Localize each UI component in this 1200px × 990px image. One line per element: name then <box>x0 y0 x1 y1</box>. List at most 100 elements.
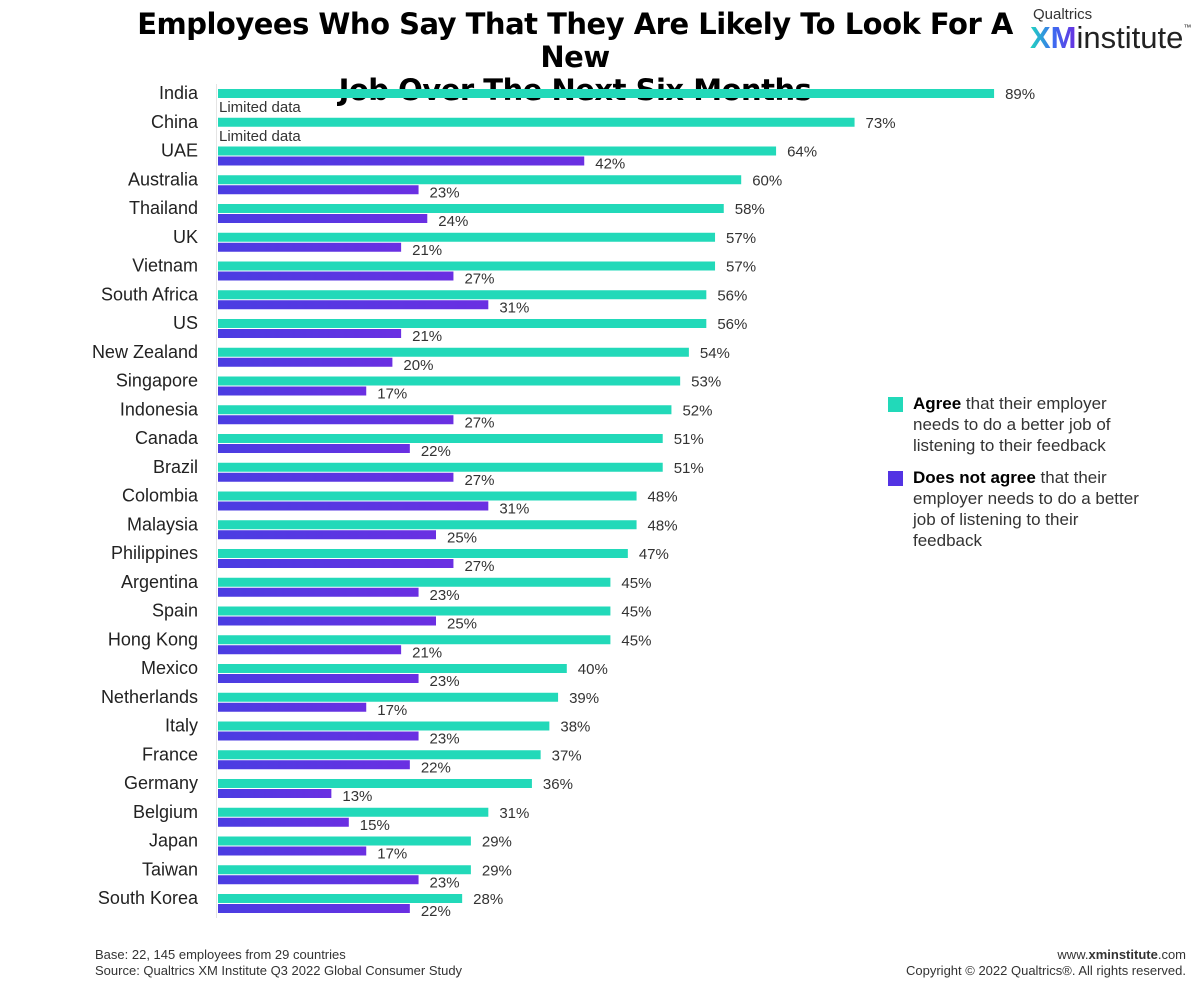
category-label: Germany <box>124 773 198 793</box>
value-label-agree: 58% <box>735 201 765 218</box>
value-label-disagree: 27% <box>464 472 494 489</box>
value-label-agree: 48% <box>648 517 678 534</box>
url-suffix: .com <box>1157 947 1186 962</box>
category-label: Malaysia <box>127 514 199 534</box>
logo-brand: Qualtrics <box>1033 6 1093 23</box>
url-bold: xminstitute <box>1088 947 1158 962</box>
bar-disagree <box>218 214 428 223</box>
logo-xm: XM <box>1030 20 1077 55</box>
value-label-agree: 60% <box>752 172 782 189</box>
value-label-disagree: 25% <box>447 616 477 633</box>
value-label-disagree: 17% <box>377 702 407 719</box>
bar-disagree <box>218 156 585 166</box>
bar-disagree <box>218 731 419 741</box>
value-label-agree: 51% <box>674 460 704 477</box>
value-label-agree: 51% <box>674 431 704 448</box>
value-label-disagree: 17% <box>377 846 407 863</box>
category-label: Indonesia <box>120 399 199 419</box>
category-label: South Korea <box>98 888 199 908</box>
category-label: Italy <box>165 716 198 736</box>
bar-agree <box>218 347 689 357</box>
footer-right: www.xminstitute.com Copyright © 2022 Qua… <box>906 947 1186 979</box>
category-label: Philippines <box>111 543 198 563</box>
legend-disagree-text: that their employer needs to do a better… <box>913 468 1139 550</box>
category-label: Hong Kong <box>108 629 198 649</box>
value-label-agree: 37% <box>552 747 582 764</box>
category-label: Spain <box>152 601 198 621</box>
value-label-disagree: 27% <box>464 414 494 431</box>
bar-disagree <box>218 501 489 511</box>
category-label: Japan <box>149 831 198 851</box>
bar-disagree <box>218 789 332 798</box>
bar-disagree <box>218 587 419 597</box>
value-label-disagree: 24% <box>438 213 468 230</box>
value-label-agree: 45% <box>621 632 651 649</box>
value-label-agree: 64% <box>787 144 817 161</box>
bar-disagree <box>218 674 419 683</box>
value-label-agree: 89% <box>1005 86 1035 103</box>
bar-agree <box>218 491 637 501</box>
category-label: Canada <box>135 428 199 448</box>
bar-agree <box>218 721 550 731</box>
bar-agree <box>218 89 995 98</box>
bar-agree <box>218 750 541 760</box>
bar-disagree <box>218 357 393 367</box>
bar-agree <box>218 606 611 616</box>
value-label-disagree: 22% <box>421 759 451 776</box>
limited-data-label: Limited data <box>219 128 301 145</box>
bar-agree <box>218 261 716 271</box>
value-label-agree: 31% <box>499 805 529 822</box>
bar-agree <box>218 865 471 875</box>
category-label: South Africa <box>101 284 199 304</box>
bar-agree <box>218 635 611 645</box>
footer-left: Base: 22, 145 employees from 29 countrie… <box>95 947 462 979</box>
value-label-disagree: 22% <box>421 443 451 460</box>
legend-item-agree: Agree that their employer needs to do a … <box>888 393 1153 456</box>
footer-copyright: Copyright © 2022 Qualtrics®. All rights … <box>906 963 1186 978</box>
bar-agree <box>218 117 855 127</box>
value-label-agree: 39% <box>569 690 599 707</box>
legend-disagree-bold: Does not agree <box>913 468 1036 487</box>
value-label-disagree: 21% <box>412 328 442 345</box>
value-label-disagree: 23% <box>430 673 460 690</box>
bar-disagree <box>218 645 402 655</box>
bar-disagree <box>218 904 410 913</box>
bar-agree <box>218 894 463 903</box>
bar-agree <box>218 146 777 156</box>
value-label-disagree: 27% <box>464 271 494 288</box>
bar-disagree <box>218 271 454 281</box>
category-label: Netherlands <box>101 687 198 707</box>
value-label-agree: 38% <box>560 719 590 736</box>
bar-agree <box>218 664 567 673</box>
value-label-disagree: 21% <box>412 242 442 259</box>
category-label: Singapore <box>116 371 198 391</box>
logo-institute: institute <box>1076 20 1184 55</box>
bar-disagree <box>218 875 419 885</box>
value-label-agree: 40% <box>578 661 608 678</box>
xm-institute-logo: Qualtrics XMinstitute™ <box>1030 6 1191 53</box>
category-label: Thailand <box>129 198 198 218</box>
value-label-disagree: 13% <box>342 788 372 805</box>
bar-disagree <box>218 444 410 453</box>
value-label-agree: 52% <box>682 402 712 419</box>
footer-url[interactable]: www.xminstitute.com <box>906 947 1186 963</box>
bar-agree <box>218 836 471 846</box>
value-label-disagree: 42% <box>595 156 625 173</box>
limited-data-label: Limited data <box>219 99 301 116</box>
bar-agree <box>218 692 559 702</box>
value-label-disagree: 17% <box>377 386 407 403</box>
value-label-agree: 57% <box>726 230 756 247</box>
title-line-1: Employees Who Say That They Are Likely T… <box>137 7 1013 74</box>
bar-agree <box>218 319 707 328</box>
category-label: New Zealand <box>92 342 198 362</box>
bar-agree <box>218 204 724 213</box>
value-label-agree: 73% <box>866 115 896 132</box>
value-label-disagree: 21% <box>412 644 442 661</box>
value-label-agree: 53% <box>691 374 721 391</box>
bar-disagree <box>218 817 349 827</box>
footer-base: Base: 22, 145 employees from 29 countrie… <box>95 947 346 962</box>
value-label-agree: 56% <box>717 316 747 333</box>
legend-agree-bold: Agree <box>913 394 962 413</box>
category-label: France <box>142 744 198 764</box>
legend-agree-text: that their employer needs to do a better… <box>913 394 1111 455</box>
